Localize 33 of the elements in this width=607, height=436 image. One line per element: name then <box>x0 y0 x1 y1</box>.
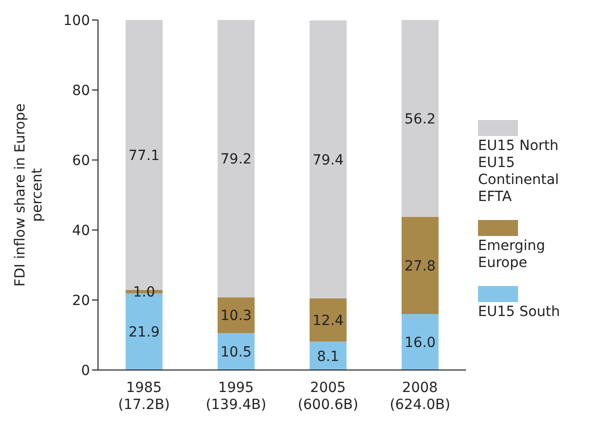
bar <box>218 20 255 298</box>
data-label: 21.9 <box>128 324 160 341</box>
bar <box>310 298 347 342</box>
y-tick-label: 40 <box>72 222 90 239</box>
bar <box>402 20 439 217</box>
y-tick-label: 60 <box>72 152 90 169</box>
data-label: 8.1 <box>316 348 340 365</box>
data-label: 10.3 <box>220 308 252 324</box>
bar <box>402 216 439 314</box>
x-tick-label: 2005 (600.6B) <box>298 380 358 413</box>
data-label: 16.0 <box>404 334 436 351</box>
data-label: 79.4 <box>312 152 344 168</box>
bar <box>218 297 255 334</box>
y-tick-label: 100 <box>63 12 90 29</box>
data-label: 77.1 <box>128 148 160 164</box>
legend-label: Emerging Europe <box>478 238 546 272</box>
data-label: 10.5 <box>220 344 252 361</box>
y-tick-label: 80 <box>72 82 90 99</box>
y-axis-title: FDI inflow share in Europe percent <box>12 103 46 287</box>
legend-label: EU15 South <box>478 304 562 321</box>
y-tick-label: 0 <box>81 362 90 379</box>
bar <box>310 20 347 298</box>
data-label: 56.2 <box>404 111 436 128</box>
bar <box>310 342 347 370</box>
x-tick-label: 1985 (17.2B) <box>118 380 170 413</box>
data-label: 79.2 <box>220 152 252 168</box>
x-tick-label: 1995 (139.4B) <box>206 380 266 413</box>
legend-label: EU15 North EU15 Continental EFTA <box>478 138 560 206</box>
y-tick-label: 20 <box>72 292 90 309</box>
bar <box>402 314 439 370</box>
data-label: 27.8 <box>404 258 436 274</box>
data-label: 12.4 <box>312 312 344 329</box>
x-tick-label: 2008 (624.0B) <box>390 380 450 413</box>
